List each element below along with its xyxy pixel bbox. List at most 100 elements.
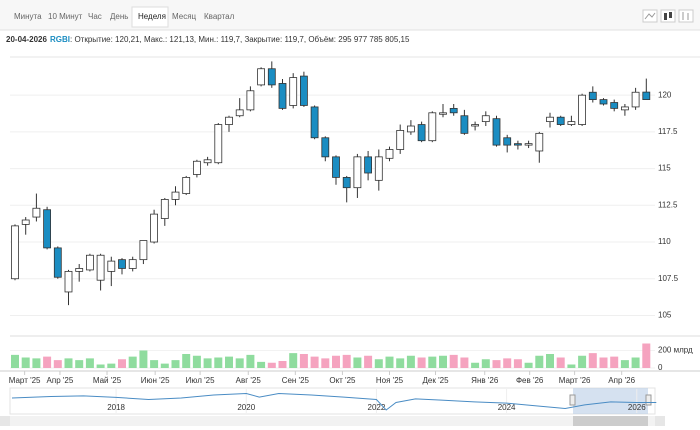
info-ticker: RGBI xyxy=(50,35,70,44)
y-tick-label: 120 xyxy=(658,90,672,99)
volume-bar xyxy=(75,360,84,368)
volume-bar xyxy=(492,360,501,368)
candle-body xyxy=(118,259,126,269)
navigator-handle[interactable] xyxy=(569,394,576,406)
volume-bar xyxy=(278,361,287,368)
candle-body xyxy=(406,125,415,133)
candle-body xyxy=(364,156,373,174)
volume-bar xyxy=(588,353,597,368)
volume-bar xyxy=(385,356,394,368)
candle-body xyxy=(631,91,640,108)
volume-bar xyxy=(118,359,126,368)
candle-body xyxy=(32,207,41,218)
icon-glyph xyxy=(664,13,667,20)
tab[interactable]: День xyxy=(110,12,128,21)
volume-bar xyxy=(396,358,405,368)
candle-body xyxy=(567,121,576,125)
volume-bar xyxy=(546,354,554,368)
candle-body xyxy=(96,254,105,281)
volume-bar xyxy=(417,357,426,368)
icon-glyph xyxy=(669,12,672,18)
volume-bar xyxy=(214,357,223,368)
volume-bar xyxy=(353,357,362,368)
navigator-label: 2026 xyxy=(628,403,646,412)
x-tick-label: Окт '25 xyxy=(329,376,356,385)
candle-body xyxy=(203,159,212,164)
x-tick-label: Март '26 xyxy=(559,376,591,385)
volume-bar xyxy=(449,354,458,368)
volume-bar xyxy=(150,360,159,368)
tab[interactable]: Минута xyxy=(14,12,42,21)
volume-bar xyxy=(289,353,298,368)
x-tick-label: Апр '25 xyxy=(47,376,74,385)
volume-bar xyxy=(192,355,201,368)
candle-body xyxy=(396,130,405,150)
candle-body xyxy=(225,116,233,125)
candle-body xyxy=(621,106,629,111)
tab[interactable]: Квартал xyxy=(204,12,235,21)
y-tick-label: 105 xyxy=(658,311,672,320)
candle-body xyxy=(449,107,458,114)
volume-bar xyxy=(85,358,94,368)
info-date: 20-04-2026 xyxy=(6,35,47,44)
candle-body xyxy=(514,143,522,146)
candle-body xyxy=(160,199,169,219)
line-icon[interactable] xyxy=(642,9,658,23)
navigator-label: 2018 xyxy=(107,403,125,412)
tab[interactable]: 10 Минут xyxy=(48,12,83,21)
scroll-left[interactable] xyxy=(0,416,10,426)
candle-icon[interactable] xyxy=(660,9,676,23)
candle-body xyxy=(257,68,266,86)
tab[interactable]: Месяц xyxy=(172,12,197,21)
x-tick-label: Янв '26 xyxy=(471,376,499,385)
tab[interactable]: Неделя xyxy=(138,12,166,21)
candle-body xyxy=(556,116,565,125)
candle-body xyxy=(214,124,223,164)
candle-body xyxy=(578,94,586,125)
candle-body xyxy=(610,102,619,109)
volume-bar xyxy=(128,356,137,368)
scrollbar[interactable] xyxy=(10,416,655,426)
candle-body xyxy=(428,112,437,142)
scrollbar-thumb[interactable] xyxy=(573,416,648,426)
info-details: : Открытие: 120,21, Макс.: 121,13, Мин.:… xyxy=(70,35,410,44)
candle-body xyxy=(53,247,62,278)
candle-body xyxy=(460,115,469,134)
volume-bar xyxy=(524,362,533,368)
bar-icon[interactable] xyxy=(678,9,694,23)
navigator-window[interactable] xyxy=(573,388,648,414)
volume-bar xyxy=(257,361,266,368)
volume-bar xyxy=(21,357,30,368)
candle-body xyxy=(43,209,51,249)
candle-body xyxy=(246,90,255,111)
navigator-handle[interactable] xyxy=(645,394,652,406)
scroll-right[interactable] xyxy=(655,416,665,426)
active-tab-bg xyxy=(131,6,169,28)
volume-bar xyxy=(182,354,191,368)
candle-body xyxy=(535,132,544,152)
volume-bar xyxy=(556,357,565,368)
volume-bar xyxy=(32,358,41,368)
volume-bar xyxy=(332,355,340,368)
candle-body xyxy=(471,124,480,127)
candle-body xyxy=(342,177,351,189)
candle-body xyxy=(192,160,201,175)
volume-bar xyxy=(460,357,469,368)
candle-body xyxy=(599,99,608,105)
chart-type-icons xyxy=(642,9,694,23)
candle-body xyxy=(278,83,287,109)
volume-bar xyxy=(631,357,640,368)
volume-bar xyxy=(11,354,19,368)
x-tick-label: Фев '26 xyxy=(516,376,544,385)
volume-bar xyxy=(53,360,62,368)
tab[interactable]: Час xyxy=(88,12,102,21)
candle-body xyxy=(481,115,490,123)
candle-body xyxy=(289,77,298,106)
candle-body xyxy=(417,124,426,142)
volume-tick-label: 0 xyxy=(658,363,663,372)
volume-bar xyxy=(535,355,544,368)
y-tick-label: 112.5 xyxy=(658,200,678,209)
volume-bar xyxy=(567,364,576,368)
volume-bar xyxy=(321,358,330,368)
candle-body xyxy=(21,219,30,225)
